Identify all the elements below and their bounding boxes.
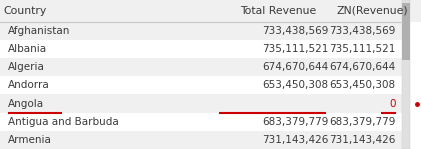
Text: Total Revenue: Total Revenue bbox=[240, 6, 316, 16]
Bar bbox=[0, 40, 402, 58]
Bar bbox=[402, 0, 410, 149]
Text: Afghanistan: Afghanistan bbox=[8, 26, 70, 36]
Text: Albania: Albania bbox=[8, 44, 47, 54]
Bar bbox=[0, 131, 402, 149]
Text: 683,379,779: 683,379,779 bbox=[262, 117, 328, 127]
Bar bbox=[0, 94, 402, 113]
Text: 735,111,521: 735,111,521 bbox=[262, 44, 328, 54]
Text: Algeria: Algeria bbox=[8, 62, 45, 72]
Text: 674,670,644: 674,670,644 bbox=[262, 62, 328, 72]
Text: 733,438,569: 733,438,569 bbox=[262, 26, 328, 36]
Bar bbox=[0, 76, 402, 94]
Text: 731,143,426: 731,143,426 bbox=[329, 135, 396, 145]
Text: 0: 0 bbox=[389, 98, 396, 108]
Text: 731,143,426: 731,143,426 bbox=[262, 135, 328, 145]
Text: Country: Country bbox=[3, 6, 47, 16]
Text: Armenia: Armenia bbox=[8, 135, 51, 145]
Text: 653,450,308: 653,450,308 bbox=[262, 80, 328, 90]
Text: ZN(Revenue): ZN(Revenue) bbox=[337, 6, 408, 16]
Text: 674,670,644: 674,670,644 bbox=[330, 62, 396, 72]
Text: 735,111,521: 735,111,521 bbox=[329, 44, 396, 54]
Text: Antigua and Barbuda: Antigua and Barbuda bbox=[8, 117, 118, 127]
Bar bbox=[0, 0, 421, 22]
Text: 733,438,569: 733,438,569 bbox=[329, 26, 396, 36]
Bar bbox=[0, 58, 402, 76]
Bar bbox=[0, 22, 402, 40]
Bar bbox=[402, 3, 410, 60]
Bar bbox=[0, 113, 402, 131]
Text: 683,379,779: 683,379,779 bbox=[329, 117, 396, 127]
Text: Andorra: Andorra bbox=[8, 80, 49, 90]
Text: 653,450,308: 653,450,308 bbox=[330, 80, 396, 90]
Text: Angola: Angola bbox=[8, 98, 44, 108]
